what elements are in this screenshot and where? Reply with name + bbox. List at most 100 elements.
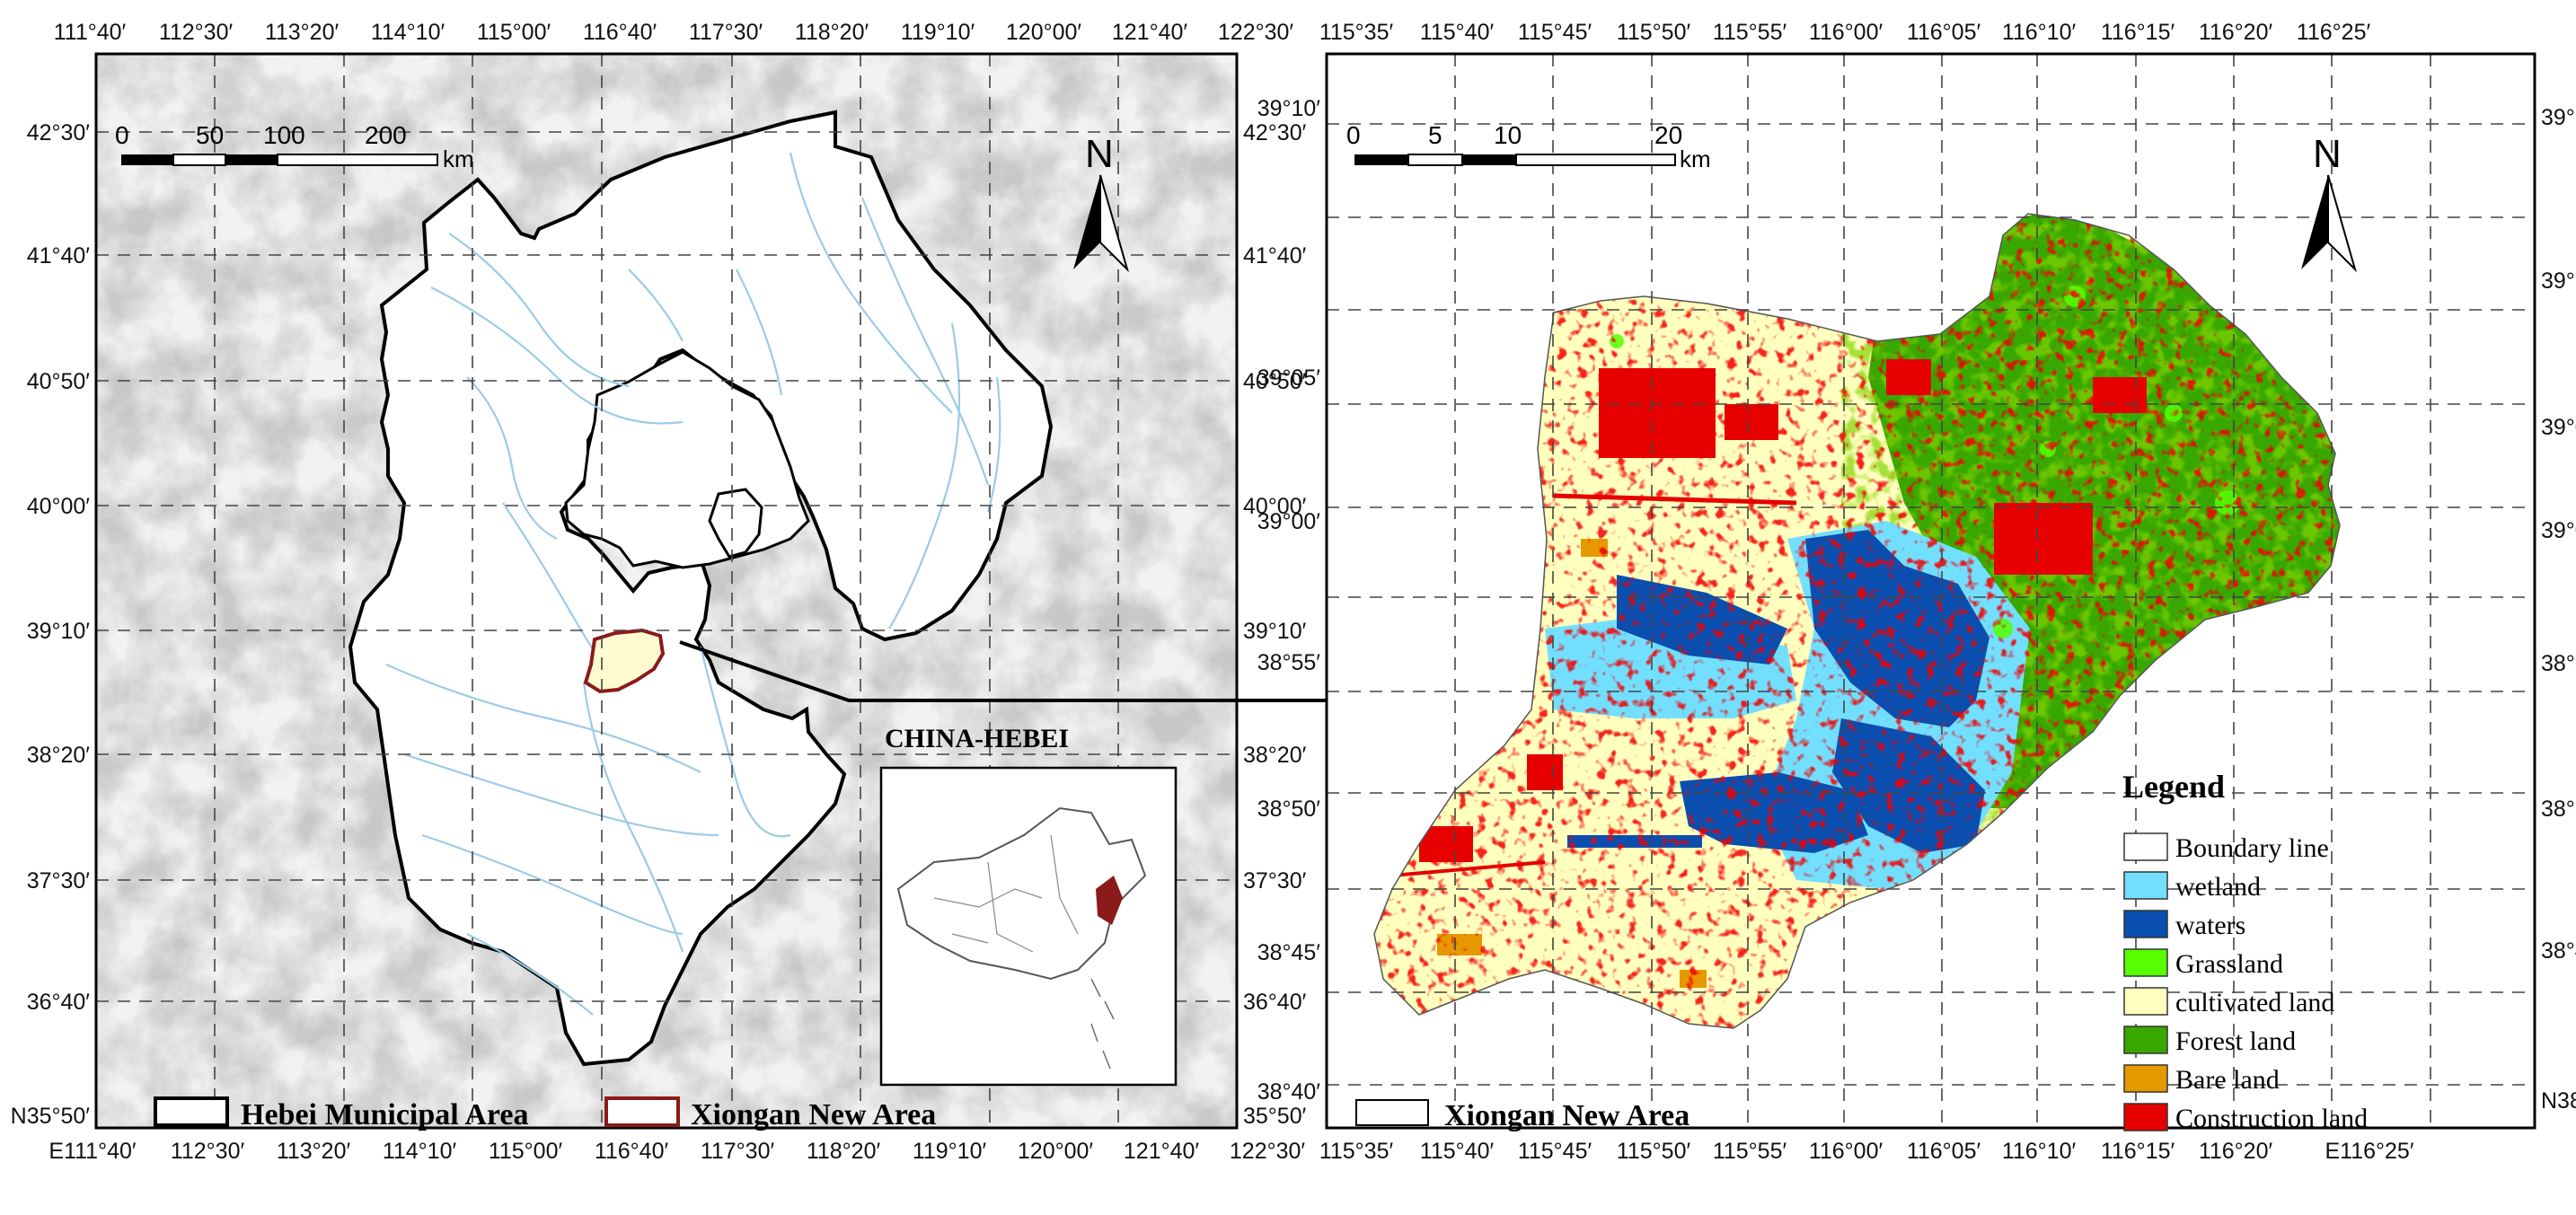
left-bottom-tick: 117°30′ (701, 1139, 775, 1164)
right-scale-5: 5 (1428, 121, 1442, 149)
left-scale-100: 100 (263, 121, 305, 149)
left-bottom-tick: 119°10′ (913, 1139, 987, 1164)
left-map-frame (94, 52, 1239, 1130)
right-top-tick: 116°20′ (2199, 20, 2273, 45)
left-left-tick: 42°30′ (27, 120, 91, 145)
right-top-tick: 116°15′ (2101, 20, 2175, 45)
right-top-tick: 115°55′ (1713, 20, 1787, 45)
left-right-tick: 40°50′ (1243, 369, 1307, 394)
hebei-highlight (1096, 876, 1123, 925)
right-top-tick: 116°25′ (2297, 20, 2371, 45)
legend-swatch-xiongan (604, 1096, 680, 1127)
left-map: 0 50 100 200 km N CHINA-HEBEI (94, 52, 1239, 1131)
left-bottom-tick: 116°40′ (595, 1139, 669, 1164)
left-right-tick: 37°30′ (1243, 868, 1307, 894)
left-scale-0: 0 (115, 121, 129, 149)
left-left-tick: 40°50′ (27, 369, 91, 394)
left-top-tick: 119°10′ (901, 20, 975, 45)
landuse-legend: Legend Boundary line wetland waters Grassla… (1355, 769, 2368, 1133)
china-inset: CHINA-HEBEI (879, 724, 1178, 1087)
left-north-label: N (1085, 132, 1114, 176)
rivers (385, 152, 1001, 1016)
legend-label-cultivated-land: cultivated land (2175, 988, 2334, 1017)
right-bottom-tick: 115°45′ (1518, 1139, 1592, 1164)
right-bottom-tick: 115°40′ (1420, 1139, 1495, 1164)
legend-swatch-grassland (2123, 948, 2168, 977)
right-scale-bar: 0 5 10 20 km (1346, 121, 1711, 172)
left-right-tick: 42°30′ (1243, 120, 1307, 145)
legend-swatch-hebei (154, 1096, 229, 1127)
right-scale-0: 0 (1346, 121, 1361, 149)
left-bottom-tick: 114°10′ (383, 1139, 457, 1164)
left-scale-50: 50 (196, 121, 224, 149)
left-scale-bar: 0 50 100 200 km (115, 121, 474, 172)
left-left-tick: N35°50′ (11, 1104, 91, 1129)
left-left-tick: 40°00′ (27, 494, 91, 519)
right-bottom-tick: 116°15′ (2101, 1139, 2175, 1164)
left-left-tick: 41°40′ (27, 243, 91, 269)
left-top-tick: 115°00′ (477, 20, 551, 45)
left-bottom-tick: 121°40′ (1124, 1139, 1200, 1164)
left-top-tick: 113°20′ (265, 20, 340, 45)
legend-swatch-wetland (2123, 871, 2168, 900)
right-bottom-tick: 115°50′ (1617, 1139, 1691, 1164)
legend-swatch-waters (2123, 910, 2168, 938)
right-right-tick: 39°10′ (2541, 269, 2576, 294)
left-bottom-tick: 122°30′ (1230, 1139, 1306, 1164)
legend-swatch-cultivated-land (2123, 987, 2168, 1016)
left-left-tick: 39°10′ (27, 619, 91, 644)
legend-label-hebei: Hebei Municipal Area (241, 1098, 528, 1131)
right-top-tick: 115°35′ (1319, 20, 1394, 45)
right-right-tick: 38°45′ (2541, 938, 2576, 964)
right-left-tick: 38°50′ (1257, 797, 1321, 822)
left-top-tick: 118°20′ (795, 20, 869, 45)
left-right-tick: 35°50′ (1243, 1104, 1307, 1129)
right-bottom-tick: 116°10′ (2002, 1139, 2077, 1164)
right-left-tick: 39°05′ (1257, 365, 1321, 391)
legend-swatch-forest-land (2123, 1026, 2168, 1054)
right-scale-20: 20 (1654, 121, 1682, 149)
legend-label-waters: waters (2175, 911, 2245, 940)
right-top-tick: 115°40′ (1420, 20, 1495, 45)
legend-title: Legend (2122, 769, 2225, 805)
left-bottom-tick: E111°40′ (49, 1139, 136, 1164)
right-left-tick: 39°10′ (1257, 96, 1321, 121)
right-top-tick: 116°00′ (1809, 20, 1883, 45)
legend-label-boundary-line: Boundary line (2175, 833, 2329, 863)
legend-label-grassland: Grassland (2175, 949, 2283, 979)
left-top-tick: 120°00′ (1006, 20, 1082, 45)
left-legend: Hebei Municipal Area Xiongan New Area (154, 1096, 936, 1131)
left-bottom-tick: 112°30′ (171, 1139, 245, 1164)
right-bottom-tick: 115°35′ (1319, 1139, 1394, 1164)
right-bottom-tick: 116°00′ (1809, 1139, 1883, 1164)
right-map-frame (1325, 52, 2536, 1130)
legend-swatch-bare-land (2123, 1064, 2168, 1093)
left-top-tick: 121°40′ (1112, 20, 1188, 45)
legend-label-forest-land: Forest land (2175, 1026, 2296, 1056)
right-left-tick: 38°45′ (1257, 940, 1321, 965)
left-left-tick: 36°40′ (27, 990, 91, 1015)
right-map: 0 5 10 20 km N Legend Boundary line wetla… (1325, 52, 2536, 1133)
left-right-tick: 40°00′ (1243, 494, 1307, 519)
left-top-tick: 111°40′ (54, 20, 127, 45)
left-right-tick: 39°10′ (1243, 619, 1307, 644)
right-left-tick: 38°55′ (1257, 650, 1321, 675)
right-north-arrow-icon: N (2301, 132, 2358, 273)
left-bottom-tick: 113°20′ (277, 1139, 351, 1164)
legend-label-xiongan-boundary: Xiongan New Area (1444, 1099, 1689, 1132)
right-north-label: N (2313, 132, 2342, 176)
right-bottom-tick: 115°55′ (1713, 1139, 1787, 1164)
right-top-tick: 115°45′ (1518, 20, 1592, 45)
left-left-tick: 38°20′ (27, 743, 91, 768)
right-left-tick: 38°40′ (1257, 1079, 1321, 1105)
right-left-tick: 39°00′ (1257, 509, 1321, 534)
left-north-arrow-icon: N (1073, 132, 1130, 273)
left-bottom-tick: 115°00′ (489, 1139, 563, 1164)
right-scale-unit: km (1680, 145, 1711, 172)
right-bottom-tick: E116°25′ (2325, 1139, 2413, 1164)
left-right-tick: 38°20′ (1243, 743, 1307, 768)
hebei-boundary (348, 110, 1054, 1067)
legend-label-construction-land: Construction land (2175, 1104, 2368, 1133)
right-scale-10: 10 (1494, 121, 1522, 149)
legend-swatch-construction-land (2123, 1103, 2168, 1131)
